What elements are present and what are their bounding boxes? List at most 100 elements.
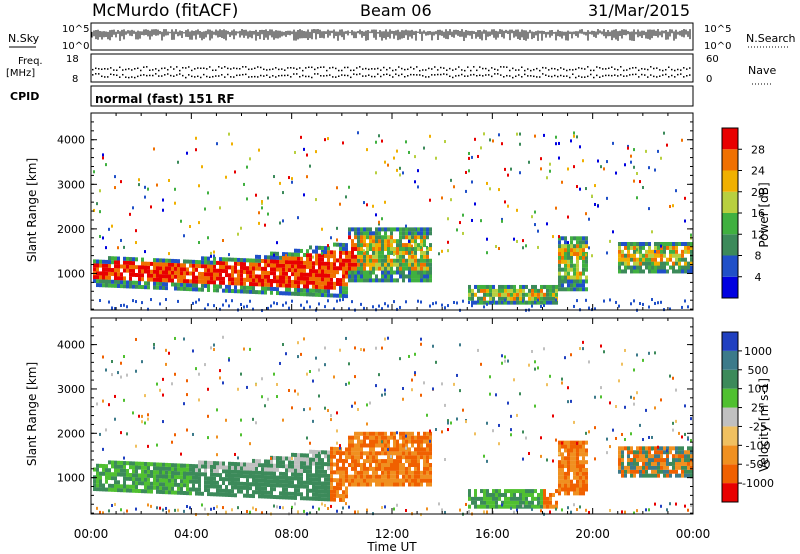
power-cell [417,299,419,303]
power-cell [666,143,668,147]
freq-sample [518,69,520,71]
velocity-cell [684,473,687,478]
velocity-cell [369,466,372,471]
velocity-cell [684,504,686,508]
power-cell [570,240,573,245]
velocity-cell [189,487,192,492]
velocity-cell [648,465,651,470]
velocity-cell [174,336,176,340]
velocity-cell [549,496,552,501]
velocity-cell [276,505,278,509]
velocity-cell [579,475,582,480]
velocity-cell [420,455,423,460]
velocity-cell [210,476,213,481]
velocity-cell [516,508,518,512]
velocity-cell [402,435,405,440]
velocity-cell [405,474,408,479]
velocity-cell [282,343,284,347]
velocity-cell [306,480,309,485]
power-cell [174,262,177,267]
velocity-cell [282,456,285,461]
velocity-cell [639,423,641,427]
velocity-cell [408,439,411,444]
velocity-cell [315,450,318,455]
velocity-cell [690,473,693,478]
power-cell [627,245,630,250]
power-cell [672,269,675,274]
power-cell [396,149,398,153]
velocity-cell [135,465,138,470]
velocity-cell [690,439,692,443]
velocity-cell [330,466,333,471]
velocity-cell [324,493,327,498]
velocity-cell [126,373,128,377]
velocity-colorbar-tick-label: 500 [748,364,769,377]
power-cell [573,271,576,276]
velocity-cell [642,446,645,451]
velocity-cell [654,406,656,410]
power-cell [333,270,336,275]
power-cell [213,288,216,293]
velocity-cell [675,469,678,474]
power-cell [375,239,378,244]
velocity-cell [423,462,426,467]
velocity-cell [249,466,252,471]
velocity-cell [174,490,177,495]
velocity-cell [321,481,324,486]
velocity-cell [582,444,585,449]
power-cell [414,231,417,236]
freq-sample [176,66,178,68]
power-cell [570,279,573,284]
power-colorbar-swatch [722,213,738,235]
power-cell [261,200,263,204]
velocity-cell [198,479,201,484]
power-cell [195,136,197,140]
velocity-cell [252,474,255,479]
velocity-cell [558,483,561,488]
velocity-cell [303,453,306,458]
power-cell [417,227,420,232]
power-cell [243,262,246,267]
freq-sample [578,67,580,69]
velocity-cell [279,471,282,476]
power-cell [114,272,117,277]
freq-sample [242,66,244,68]
velocity-cell [372,439,375,444]
power-cell [108,271,111,276]
velocity-cell [561,456,564,461]
velocity-colorbar-label: Velocity [m s-1] [757,378,771,472]
velocity-cell [528,451,530,455]
freq-sample [650,66,652,68]
power-cell [318,265,321,270]
power-cell [273,255,276,260]
power-cell [156,270,159,275]
velocity-cell [102,399,104,403]
power-cell [243,258,246,263]
power-cell [309,288,312,293]
power-cell [624,269,627,274]
velocity-cell [354,510,356,514]
power-cell [408,258,411,263]
power-cell [561,248,564,253]
velocity-cell [231,508,233,512]
power-cell [408,243,411,248]
velocity-cell [564,483,567,488]
power-cell [636,241,639,246]
velocity-cell [174,508,176,512]
velocity-cell [654,469,657,474]
nave-sample [332,76,334,78]
power-cell [453,300,455,304]
power-cell [510,288,513,293]
power-cell [210,268,213,273]
freq-sample [326,69,328,72]
velocity-cell [342,478,345,483]
power-cell [657,249,660,254]
velocity-cell [561,487,564,492]
velocity-cell [255,470,258,475]
velocity-cell [231,465,234,470]
freq-sample [218,66,220,68]
nave-sample [431,74,433,76]
power-cell [402,270,405,275]
power-cell [291,279,294,284]
velocity-cell [291,460,294,465]
